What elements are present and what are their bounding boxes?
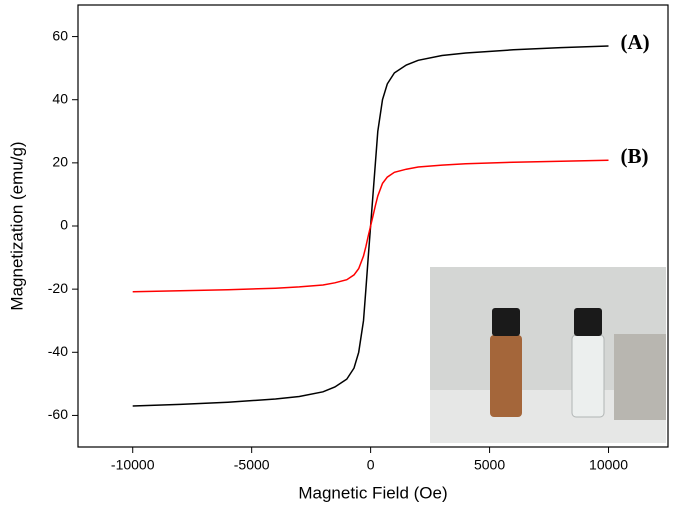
- x-tick-label: -10000: [111, 457, 155, 473]
- vial-cap: [574, 308, 602, 336]
- series-line: [132, 159, 609, 293]
- vial-cap: [492, 308, 520, 336]
- y-tick-label: -20: [48, 280, 68, 296]
- plot: [132, 45, 609, 407]
- x-axis-label: Magnetic Field (Oe): [298, 483, 447, 502]
- x-tick-label: 10000: [589, 457, 628, 473]
- y-axis-label: Magnetization (emu/g): [7, 141, 26, 310]
- vial-clear: [571, 334, 605, 418]
- y-tick-label: -40: [48, 343, 68, 359]
- vial-brown: [490, 335, 522, 417]
- y-tick-label: 0: [60, 217, 68, 233]
- y-tick-label: 20: [52, 154, 68, 170]
- x-tick-label: 5000: [474, 457, 505, 473]
- series-annotation: (B): [621, 144, 649, 168]
- y-tick-label: -60: [48, 406, 68, 422]
- x-tick-label: 0: [367, 457, 375, 473]
- y-tick-label: 60: [52, 27, 68, 43]
- inset-photo: [430, 267, 666, 443]
- x-tick-label: -5000: [234, 457, 270, 473]
- y-tick-label: 40: [52, 90, 68, 106]
- magnet: [614, 334, 666, 420]
- series-annotation: (A): [621, 30, 650, 54]
